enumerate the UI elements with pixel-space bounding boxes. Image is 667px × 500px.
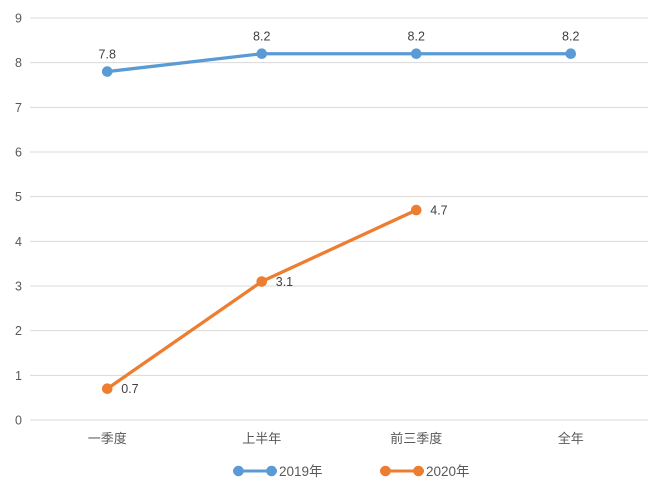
series-line-2019年 <box>105 52 573 74</box>
data-label: 8.2 <box>562 30 579 44</box>
data-point <box>256 276 268 287</box>
data-point <box>565 48 577 60</box>
y-axis-tick-label: 8 <box>15 56 22 70</box>
y-axis-tick-label: 5 <box>15 190 22 204</box>
data-point <box>101 66 113 77</box>
legend-marker-icon <box>380 465 391 477</box>
legend-label: 2020年 <box>426 464 470 479</box>
legend-item-2020年: 2020年 <box>380 464 470 479</box>
data-point <box>256 48 268 60</box>
data-label: 0.7 <box>121 382 138 396</box>
legend-item-2019年: 2019年 <box>233 464 323 479</box>
data-label: 7.8 <box>99 48 116 62</box>
x-axis-category-label: 一季度 <box>88 431 127 446</box>
y-axis-tick-label: 6 <box>15 146 22 160</box>
data-label: 3.1 <box>276 275 293 289</box>
y-axis-tick-label: 1 <box>15 369 22 383</box>
y-axis-tick-label: 7 <box>15 101 22 115</box>
data-label: 8.2 <box>408 30 425 44</box>
y-axis-tick-label: 2 <box>15 324 22 338</box>
x-axis-category-label: 全年 <box>558 431 584 446</box>
data-label: 4.7 <box>430 204 447 218</box>
data-point <box>410 204 422 216</box>
y-axis-tick-label: 9 <box>15 12 22 26</box>
data-point <box>410 48 422 60</box>
y-axis-tick-label: 3 <box>15 280 22 294</box>
x-axis-category-label: 前三季度 <box>390 431 442 446</box>
data-label: 8.2 <box>253 30 270 44</box>
y-axis-tick-label: 0 <box>15 414 22 428</box>
y-axis-tick-label: 4 <box>15 235 22 249</box>
legend-marker-icon <box>413 465 424 477</box>
legend-label: 2019年 <box>279 464 323 479</box>
data-point <box>101 383 113 395</box>
legend-marker-icon <box>266 465 277 477</box>
legend-marker-icon <box>233 465 244 477</box>
x-axis-category-label: 上半年 <box>242 431 281 446</box>
series-line-2020年 <box>105 208 418 391</box>
